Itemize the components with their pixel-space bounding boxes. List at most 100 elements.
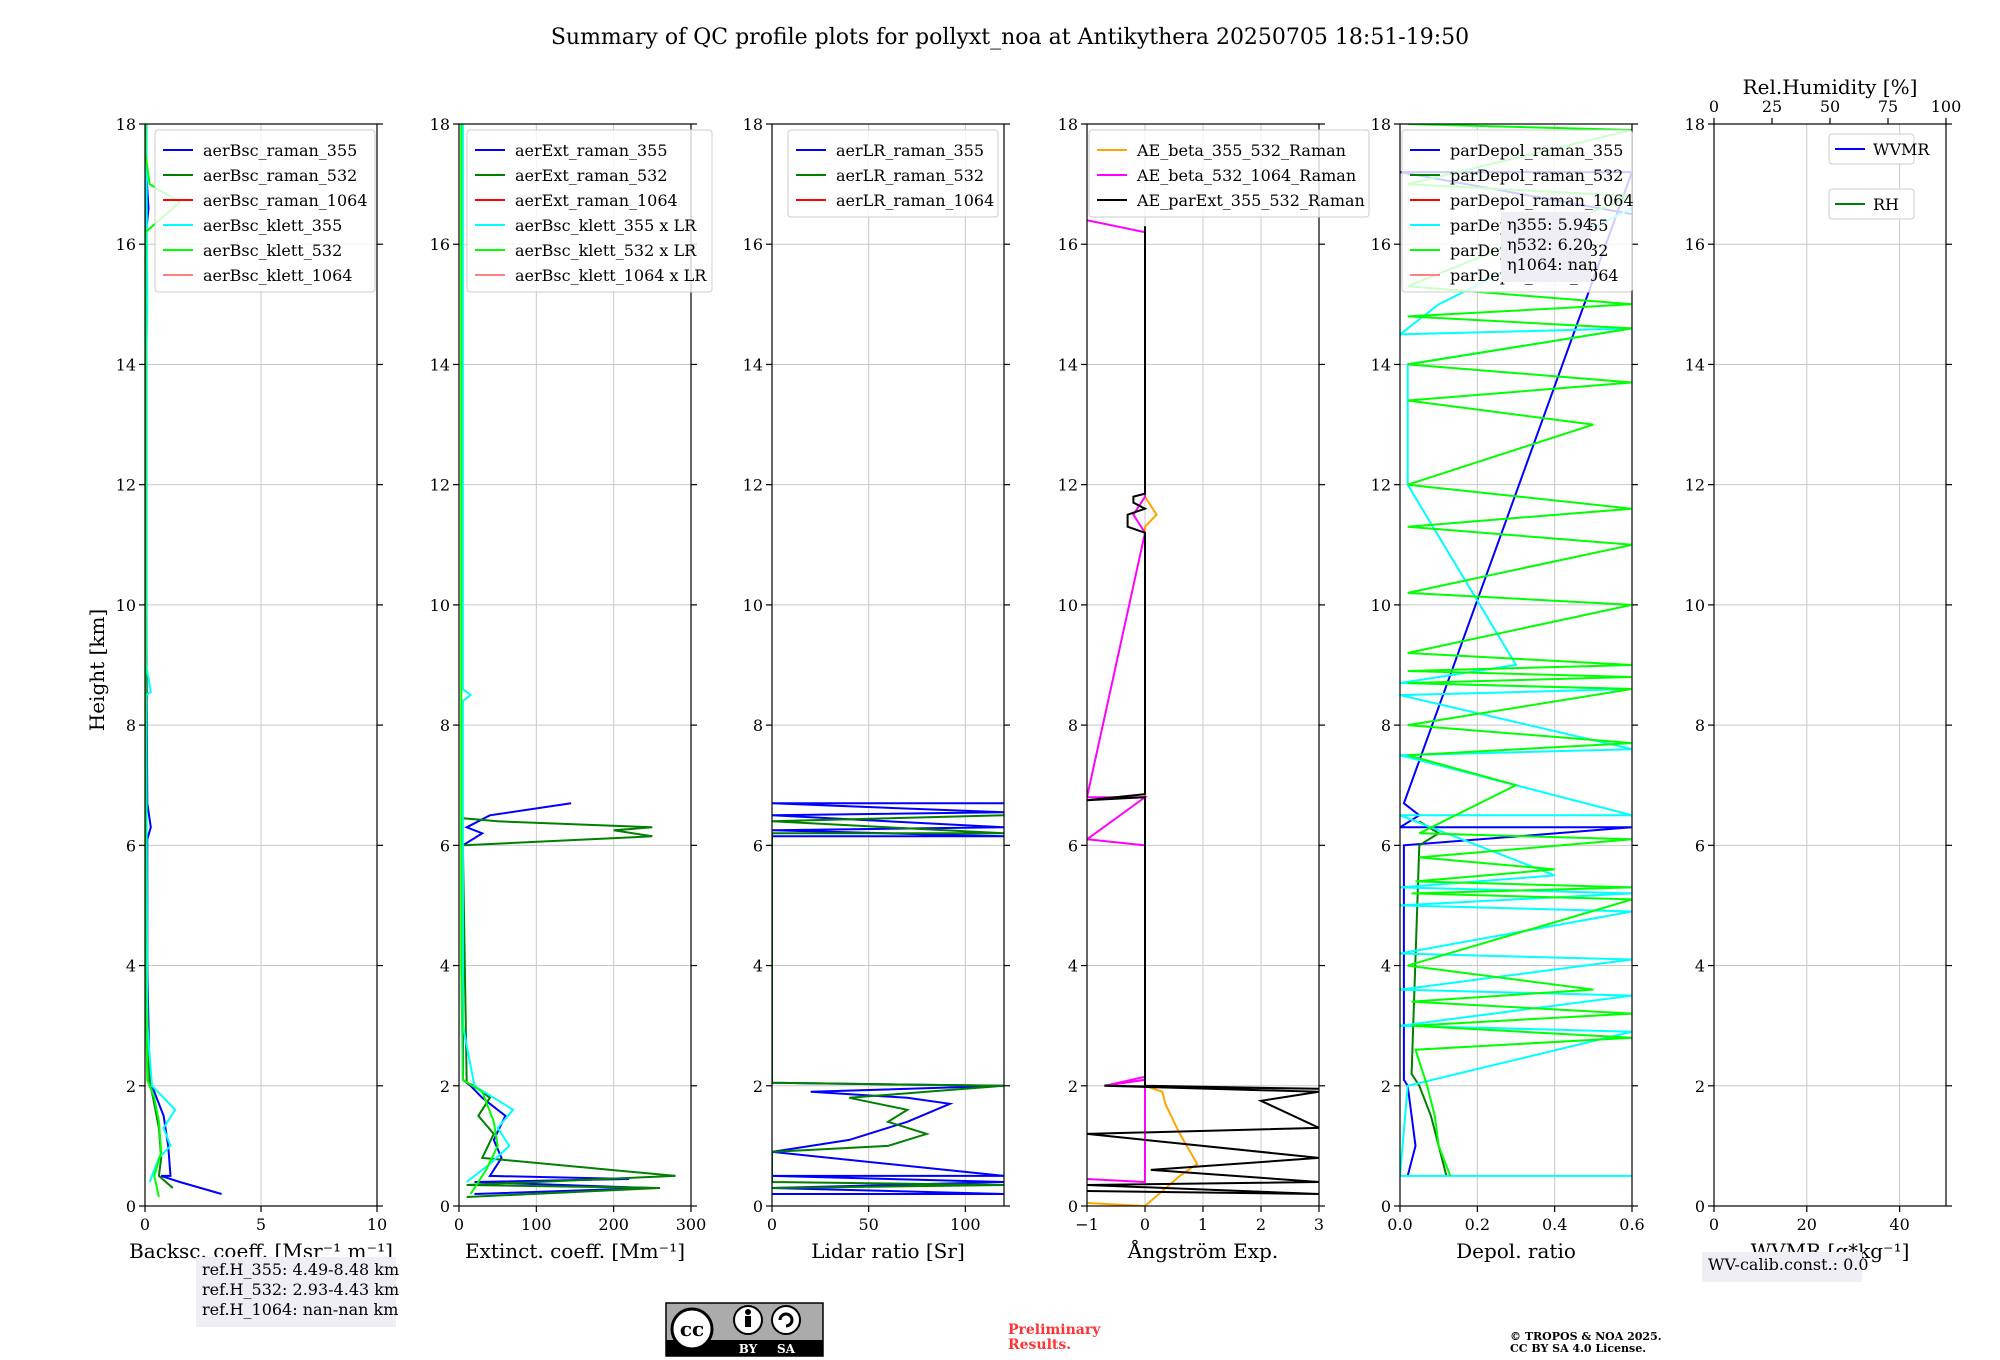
y-tick-label: 14	[743, 355, 763, 374]
x-tick-label: 5	[256, 1215, 266, 1234]
panel-ext: 0 2 4 6 8 10 12 14 16 18 0 100 200 300 Extinct. coeff.…	[430, 115, 713, 1263]
legend: aerBsc_raman_355 aerBsc_raman_532 aerBsc_r…	[154, 129, 376, 293]
legend-label: aerLR_raman_355	[836, 141, 984, 160]
y-tick-label: 6	[126, 836, 136, 855]
legend: aerExt_raman_355 aerExt_raman_532 aerExt_r…	[466, 129, 713, 293]
y-tick-label: 4	[1068, 957, 1078, 976]
series-line-aerExt_raman_355	[461, 802, 653, 1195]
y-tick-label: 14	[1371, 355, 1391, 374]
preliminary-label-line2: Results.	[1008, 1337, 1071, 1353]
series-line-parDepol_klett_532	[1407, 124, 1632, 1177]
y-tick-label: 18	[1058, 115, 1078, 134]
x-tick-label: 40	[1889, 1215, 1909, 1234]
y-tick-label: 16	[430, 235, 450, 254]
y-tick-label: 2	[1068, 1077, 1078, 1096]
x-tick-label: 100	[521, 1215, 552, 1234]
x-axis-label: Lidar ratio [Sr]	[811, 1239, 965, 1263]
x-tick-label: 0.4	[1542, 1215, 1567, 1234]
copyright-line2: CC BY SA 4.0 License.	[1510, 1342, 1646, 1355]
x-tick-label: 200	[598, 1215, 629, 1234]
top-x-tick-label: 25	[1762, 97, 1782, 116]
y-tick-label: 6	[1695, 836, 1705, 855]
y-tick-label: 8	[1381, 716, 1391, 735]
x-tick-label: 300	[676, 1215, 707, 1234]
y-tick-label: 8	[126, 716, 136, 735]
figure-title: Summary of QC profile plots for pollyxt_…	[551, 25, 1469, 50]
legend-label: parDepol_raman_355	[1450, 141, 1623, 160]
legend-label: aerBsc_klett_355	[203, 216, 342, 235]
legend-label: RH	[1873, 195, 1899, 214]
annotation-text: WV-calib.const.: 0.0	[1708, 1255, 1869, 1274]
copyright-line1: © TROPOS & NOA 2025.	[1510, 1330, 1662, 1343]
y-tick-label: 8	[1068, 716, 1078, 735]
y-tick-label: 0	[1695, 1197, 1705, 1216]
y-tick-label: 2	[753, 1077, 763, 1096]
plot-frame	[1713, 123, 1947, 1207]
legend-label: aerBsc_klett_355 x LR	[515, 216, 697, 235]
y-tick-label: 8	[753, 716, 763, 735]
x-axis-label: Extinct. coeff. [Mm⁻¹]	[465, 1239, 685, 1263]
top-x-tick-label: 75	[1878, 97, 1898, 116]
y-tick-label: 12	[1058, 476, 1078, 495]
x-tick-label: 0	[767, 1215, 777, 1234]
x-tick-label: 0.2	[1465, 1215, 1490, 1234]
x-tick-label: 50	[858, 1215, 878, 1234]
annotation-box	[196, 1257, 396, 1327]
legend-label: WVMR	[1873, 140, 1930, 159]
x-tick-label: 2	[1256, 1215, 1266, 1234]
x-tick-label: 1	[1198, 1215, 1208, 1234]
plot-frame	[771, 123, 1005, 1207]
y-tick-label: 18	[1371, 115, 1391, 134]
by-person-icon	[745, 1309, 751, 1315]
series-line-aerBsc_klett_532	[145, 124, 182, 1198]
y-tick-label: 2	[1695, 1077, 1705, 1096]
x-tick-label: 0	[454, 1215, 464, 1234]
y-tick-label: 4	[440, 957, 450, 976]
series-line-AE_parExt_355_532_Raman	[1087, 226, 1319, 1195]
y-tick-label: 6	[1068, 836, 1078, 855]
y-tick-label: 18	[1685, 115, 1705, 134]
y-tick-label: 14	[1685, 355, 1705, 374]
x-tick-label: 3	[1314, 1215, 1324, 1234]
legend-label: aerBsc_klett_532 x LR	[515, 241, 697, 260]
series-line-AE_beta_355_532_Raman	[1087, 496, 1199, 1206]
y-tick-label: 10	[430, 596, 450, 615]
y-tick-label: 10	[116, 596, 136, 615]
legend: AE_beta_355_532_Raman AE_beta_532_1064_Ra…	[1088, 129, 1370, 218]
y-tick-label: 12	[743, 476, 763, 495]
legend-label: aerBsc_raman_1064	[203, 191, 368, 210]
series-line-aerBsc_klett_355 x LR	[461, 124, 515, 1183]
y-tick-label: 10	[1685, 596, 1705, 615]
legend-label: AE_parExt_355_532_Raman	[1136, 191, 1365, 210]
legend-label: aerExt_raman_1064	[515, 191, 678, 210]
plot-frame	[1399, 123, 1633, 1207]
legend-label: aerBsc_klett_532	[203, 241, 342, 260]
plot-frame	[458, 123, 692, 1207]
annotation-text: η1064: nan	[1507, 255, 1598, 274]
y-tick-label: 12	[1685, 476, 1705, 495]
x-tick-label: 100	[950, 1215, 981, 1234]
y-tick-label: 18	[116, 115, 136, 134]
y-tick-label: 0	[1381, 1197, 1391, 1216]
y-tick-label: 14	[116, 355, 136, 374]
cc-label: cc	[680, 1317, 704, 1341]
y-tick-label: 0	[126, 1197, 136, 1216]
y-tick-label: 18	[743, 115, 763, 134]
legend-label: aerLR_raman_1064	[836, 191, 994, 210]
legend: aerLR_raman_355 aerLR_raman_532 aerLR_rama…	[787, 129, 999, 218]
top-x-tick-label: 0	[1709, 97, 1719, 116]
legend: WVMR RH	[1828, 133, 1930, 220]
annotation-text: ref.H_355: 4.49-8.48 km	[202, 1260, 399, 1279]
y-tick-label: 0	[440, 1197, 450, 1216]
y-tick-label: 10	[1371, 596, 1391, 615]
y-tick-label: 4	[1695, 957, 1705, 976]
y-tick-label: 10	[1058, 596, 1078, 615]
x-tick-label: 0	[1709, 1215, 1719, 1234]
series-line-aerLR_raman_532	[772, 814, 1004, 1189]
x-axis-label: Depol. ratio	[1456, 1239, 1576, 1263]
y-tick-label: 0	[1068, 1197, 1078, 1216]
